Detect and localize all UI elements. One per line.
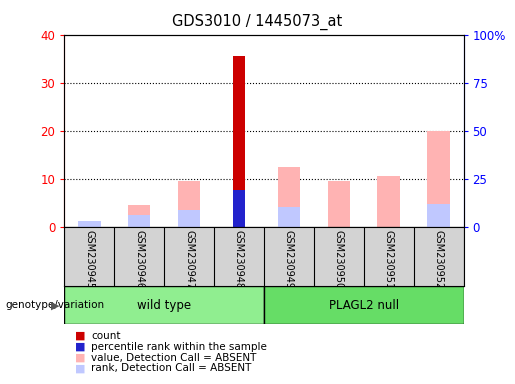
Text: GSM230948: GSM230948: [234, 230, 244, 288]
Text: ■: ■: [75, 363, 85, 373]
Text: PLAGL2 null: PLAGL2 null: [329, 299, 399, 312]
Bar: [328, 181, 350, 227]
Text: GDS3010 / 1445073_at: GDS3010 / 1445073_at: [173, 13, 342, 30]
Text: ▶: ▶: [50, 300, 59, 310]
Text: GSM230947: GSM230947: [184, 230, 194, 289]
Text: value, Detection Call = ABSENT: value, Detection Call = ABSENT: [91, 353, 256, 362]
Text: ■: ■: [75, 331, 85, 341]
Bar: [264, 286, 464, 324]
Bar: [178, 181, 200, 227]
Text: wild type: wild type: [137, 299, 191, 312]
Text: GSM230952: GSM230952: [434, 230, 443, 289]
Bar: [278, 167, 300, 227]
Text: GSM230950: GSM230950: [334, 230, 344, 289]
Bar: [278, 207, 300, 227]
Bar: [233, 190, 245, 227]
Text: rank, Detection Call = ABSENT: rank, Detection Call = ABSENT: [91, 363, 251, 373]
Bar: [427, 131, 450, 227]
Text: ■: ■: [75, 342, 85, 352]
Bar: [64, 286, 264, 324]
Bar: [178, 210, 200, 227]
Bar: [377, 176, 400, 227]
Bar: [78, 222, 100, 227]
Text: GSM230945: GSM230945: [84, 230, 94, 289]
Text: GSM230949: GSM230949: [284, 230, 294, 288]
Bar: [78, 221, 100, 227]
Text: percentile rank within the sample: percentile rank within the sample: [91, 342, 267, 352]
Bar: [128, 215, 150, 227]
Bar: [128, 205, 150, 227]
Text: ■: ■: [75, 353, 85, 362]
Text: count: count: [91, 331, 121, 341]
Text: GSM230951: GSM230951: [384, 230, 393, 289]
Bar: [427, 204, 450, 227]
Bar: [233, 56, 245, 227]
Text: genotype/variation: genotype/variation: [5, 300, 104, 310]
Text: GSM230946: GSM230946: [134, 230, 144, 288]
